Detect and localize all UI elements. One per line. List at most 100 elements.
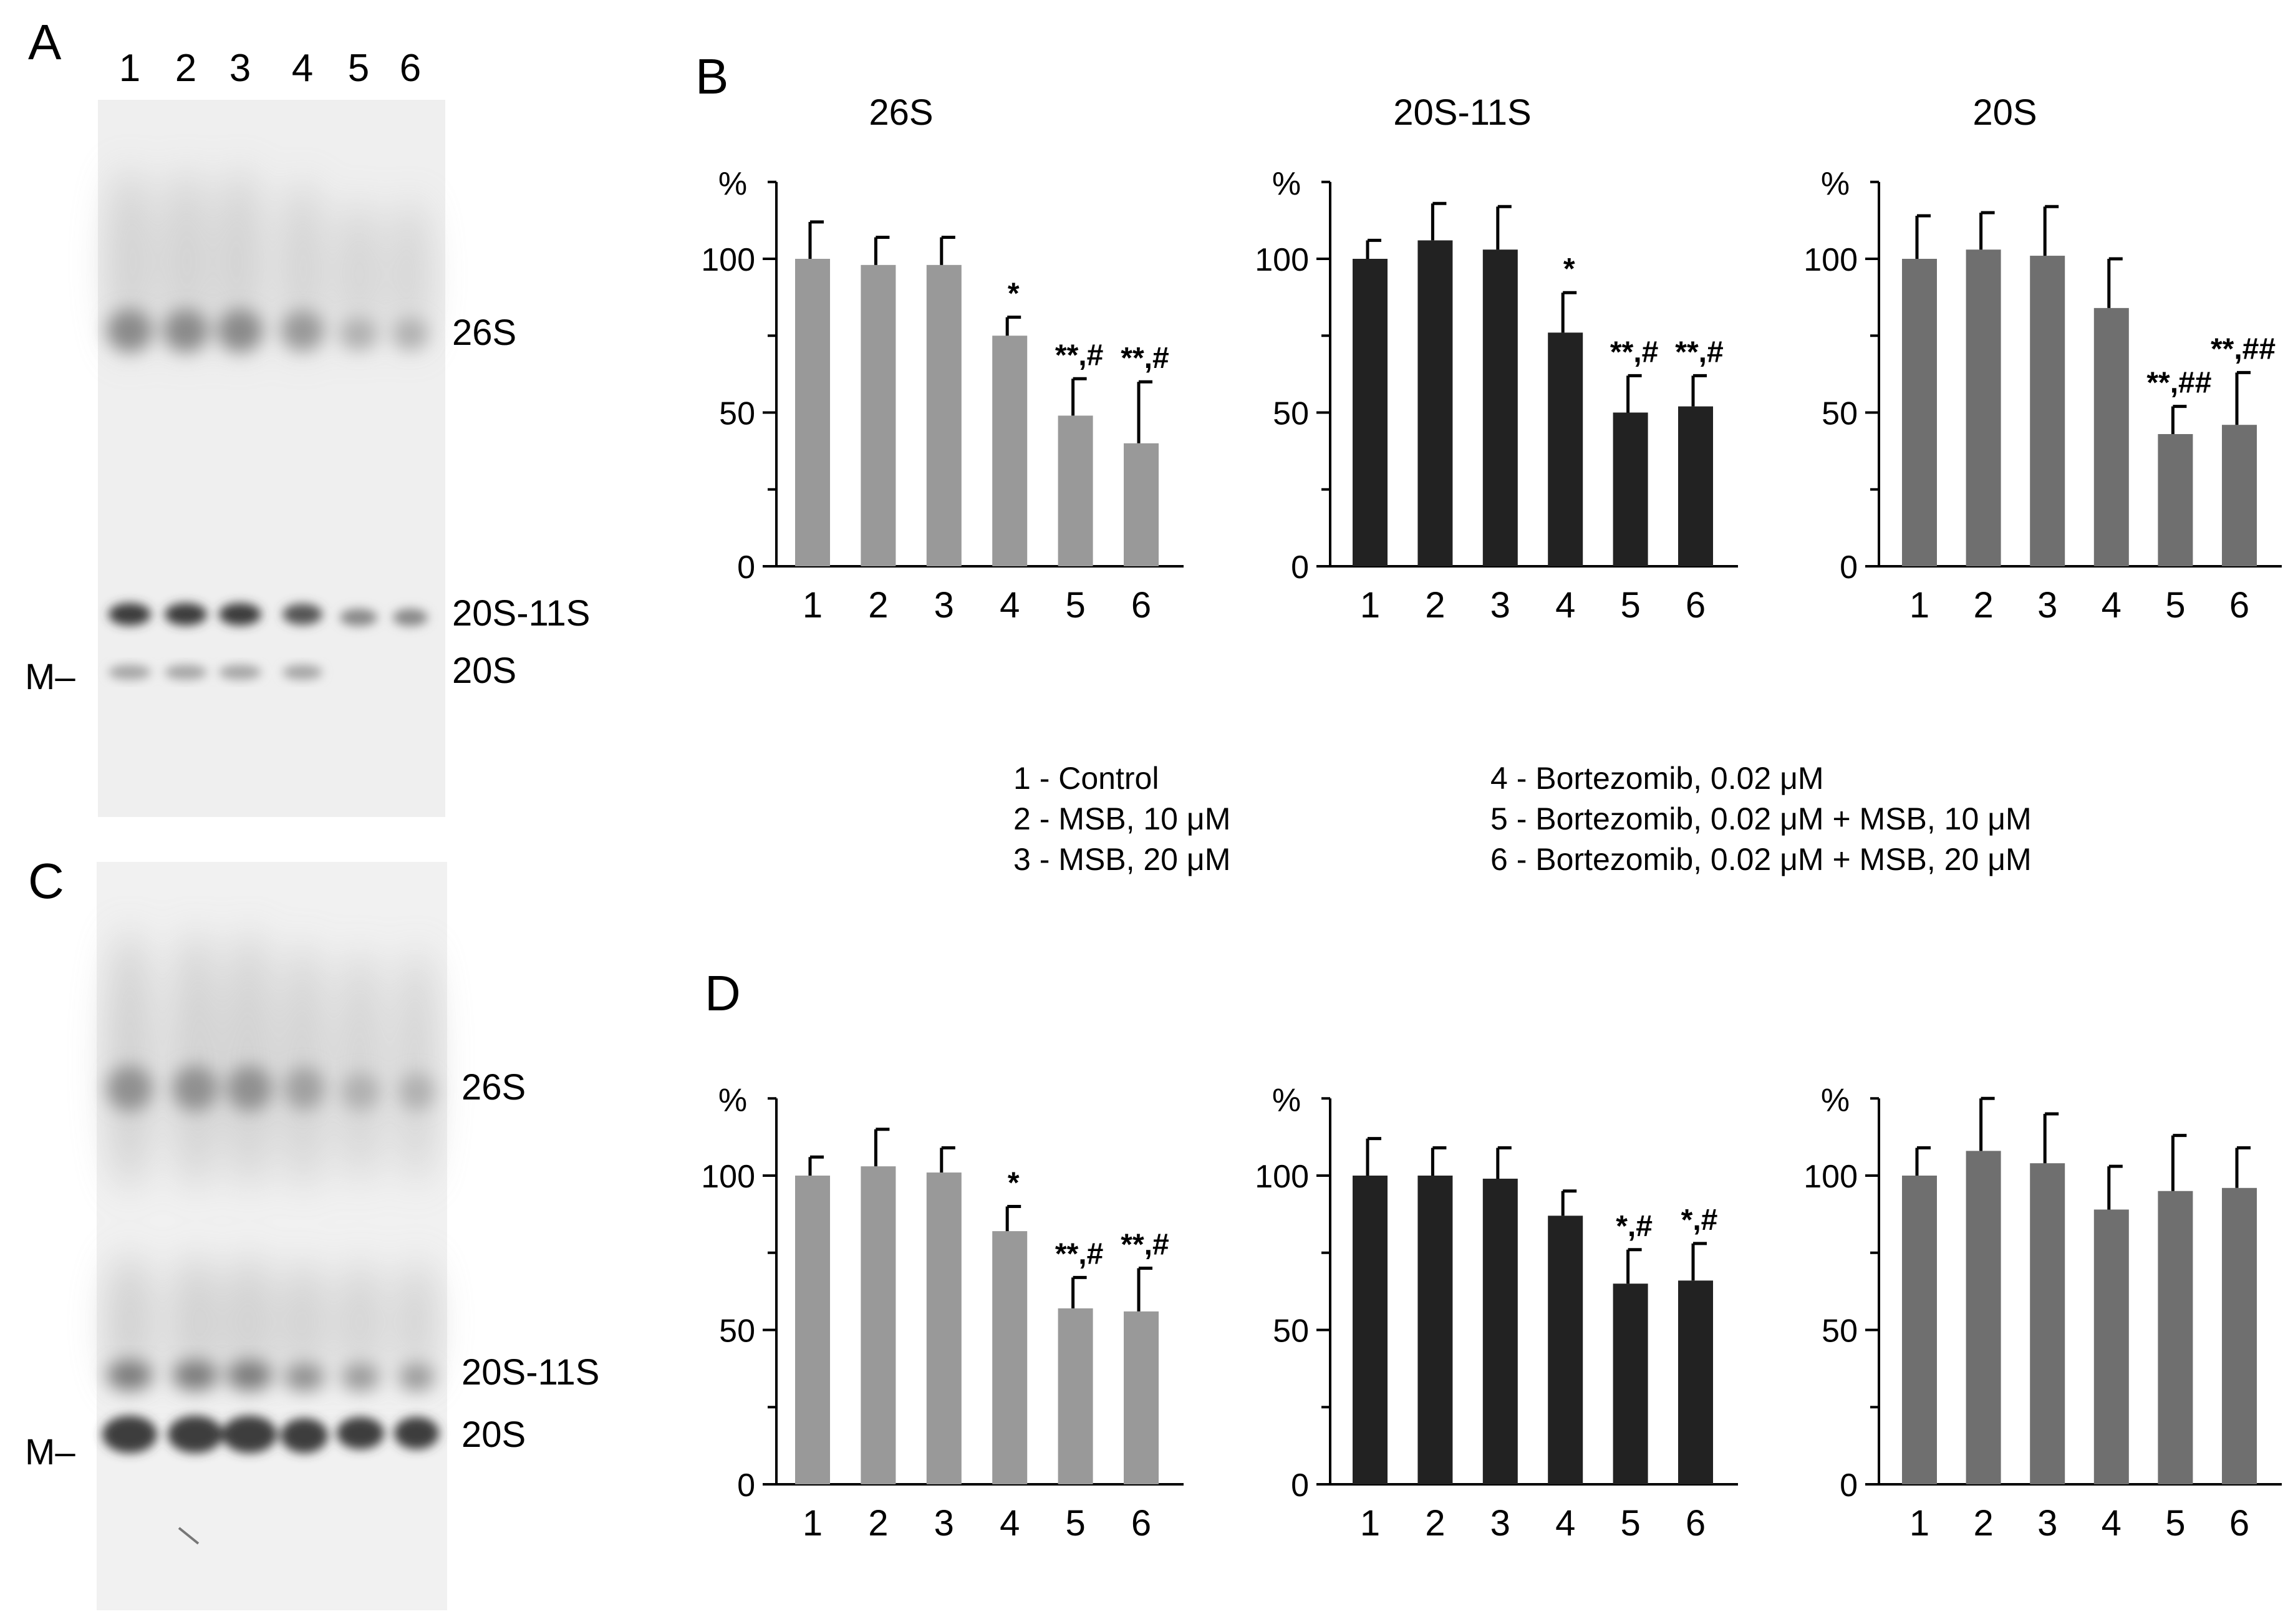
y-axis-label: % — [718, 1082, 747, 1118]
chart-b-26s: 26S% 0 50 100 1 2 3 4 * 5 **,# 6 **,# — [701, 92, 1184, 626]
gel-a-band-label-20s: 20S — [452, 650, 516, 691]
bar — [1678, 1280, 1713, 1484]
y-tick-label: 50 — [1822, 396, 1858, 432]
x-tick-label: 6 — [2229, 1503, 2249, 1544]
bar — [861, 264, 896, 566]
significance-annotation: **,## — [2146, 367, 2211, 400]
gel-a-lane-label: 1 — [119, 47, 140, 90]
x-tick-label: 4 — [1000, 1503, 1020, 1544]
y-tick-label: 100 — [701, 1159, 755, 1195]
y-tick-label: 100 — [1803, 242, 1858, 278]
chart-b-20s: 20S% 0 50 100 1 2 3 4 5 **,## 6 **,## — [1803, 92, 2282, 626]
x-tick-label: 5 — [1065, 1503, 1085, 1544]
significance-annotation: **,# — [1121, 342, 1169, 375]
x-tick-label: 6 — [1131, 1503, 1151, 1544]
gel-a-band-label-20s-11s: 20S-11S — [452, 593, 590, 634]
y-tick-label: 50 — [1273, 1313, 1309, 1350]
x-tick-label: 3 — [1490, 585, 1510, 626]
legend-item: 6 - Bortezomib, 0.02 μM + MSB, 20 μM — [1490, 842, 2032, 877]
x-tick-label: 5 — [1620, 585, 1640, 626]
bar — [1902, 259, 1937, 566]
gel-a-lane-labels: 1 2 3 4 5 6 — [119, 47, 421, 90]
gel-a-lane-label: 6 — [400, 47, 421, 90]
y-axis-label: % — [718, 166, 747, 202]
bar — [795, 1176, 830, 1484]
gel-c-band-label-20s-11s: 20S-11S — [461, 1352, 599, 1393]
gel-c-band-label-26s: 26S — [461, 1067, 526, 1108]
bar — [926, 1172, 962, 1484]
legend-item: 1 - Control — [1013, 761, 1159, 796]
bar — [2158, 434, 2193, 566]
significance-annotation: **,# — [1055, 339, 1103, 372]
bar — [1058, 415, 1093, 566]
significance-annotation: * — [1008, 1167, 1020, 1200]
chart-title: 20S-11S — [1393, 92, 1531, 133]
significance-annotation: **,## — [2211, 332, 2276, 365]
bar — [795, 259, 830, 566]
bar — [1353, 259, 1388, 566]
bar — [2030, 256, 2065, 566]
gel-c-scratch — [178, 1527, 200, 1545]
bar — [1482, 1178, 1518, 1484]
y-tick-label: 100 — [1255, 242, 1309, 278]
gel-a-background — [98, 100, 445, 817]
bar — [1548, 1216, 1583, 1484]
y-tick-label: 0 — [737, 549, 755, 586]
x-tick-label: 3 — [1490, 1503, 1510, 1544]
bar — [2158, 1191, 2193, 1484]
x-tick-label: 6 — [1131, 585, 1151, 626]
legend-item: 5 - Bortezomib, 0.02 μM + MSB, 10 μM — [1490, 801, 2032, 836]
gel-c-band-26s — [107, 1066, 434, 1111]
significance-annotation: * — [1008, 278, 1020, 311]
x-tick-label: 6 — [2229, 585, 2249, 626]
panel-label-a: A — [28, 14, 62, 70]
significance-annotation: **,# — [1121, 1229, 1169, 1262]
bar — [2030, 1163, 2065, 1484]
x-tick-label: 2 — [868, 1503, 888, 1544]
x-tick-label: 3 — [934, 1503, 954, 1544]
gel-a-lane-label: 3 — [229, 47, 251, 90]
gel-a-lane-label: 2 — [175, 47, 196, 90]
x-tick-label: 1 — [1909, 585, 1929, 626]
gel-c-background — [97, 862, 447, 1610]
bar — [1482, 249, 1518, 566]
gel-a-band-label-26s: 26S — [452, 312, 516, 353]
bar — [1613, 1283, 1648, 1484]
significance-annotation: **,# — [1610, 336, 1658, 369]
x-tick-label: 4 — [1555, 585, 1575, 626]
panel-label-b: B — [695, 49, 728, 104]
y-tick-label: 50 — [1273, 396, 1309, 432]
x-tick-label: 5 — [1065, 585, 1085, 626]
y-tick-label: 0 — [1840, 549, 1858, 586]
gel-a-band-26s — [107, 309, 428, 352]
bar — [1678, 406, 1713, 566]
x-tick-label: 4 — [1000, 585, 1020, 626]
x-tick-label: 2 — [1973, 1503, 1993, 1544]
x-tick-label: 5 — [2165, 1503, 2185, 1544]
bar — [1548, 332, 1583, 566]
x-tick-label: 4 — [1555, 1503, 1575, 1544]
x-tick-label: 1 — [803, 1503, 823, 1544]
chart-d-26s: % 0 50 100 1 2 3 4 * 5 **,# 6 **,# — [701, 1082, 1184, 1544]
y-axis-label: % — [1272, 166, 1301, 202]
x-tick-label: 1 — [1360, 585, 1380, 626]
gel-a-band-20s-11s — [109, 603, 428, 626]
chart-b-20s-11s: 20S-11S% 0 50 100 1 2 3 4 * 5 **,# 6 **,# — [1255, 92, 1738, 626]
gel-a-lane-label: 4 — [292, 47, 313, 90]
y-tick-label: 100 — [1255, 1159, 1309, 1195]
y-axis-label: % — [1272, 1082, 1301, 1118]
bar — [2222, 1187, 2257, 1484]
x-tick-label: 2 — [1425, 585, 1445, 626]
legend-item: 4 - Bortezomib, 0.02 μM — [1490, 761, 1824, 796]
bar — [1966, 1151, 2001, 1484]
x-tick-label: 3 — [2037, 1503, 2057, 1544]
y-tick-label: 50 — [719, 1313, 755, 1350]
legend: 1 - Control 2 - MSB, 10 μM 3 - MSB, 20 μ… — [1013, 761, 2032, 877]
legend-item: 3 - MSB, 20 μM — [1013, 842, 1230, 877]
y-axis-label: % — [1821, 166, 1850, 202]
gel-c-band-20s — [102, 1416, 439, 1453]
x-tick-label: 2 — [868, 585, 888, 626]
gel-c-marker: M– — [25, 1432, 75, 1472]
bar — [861, 1166, 896, 1484]
